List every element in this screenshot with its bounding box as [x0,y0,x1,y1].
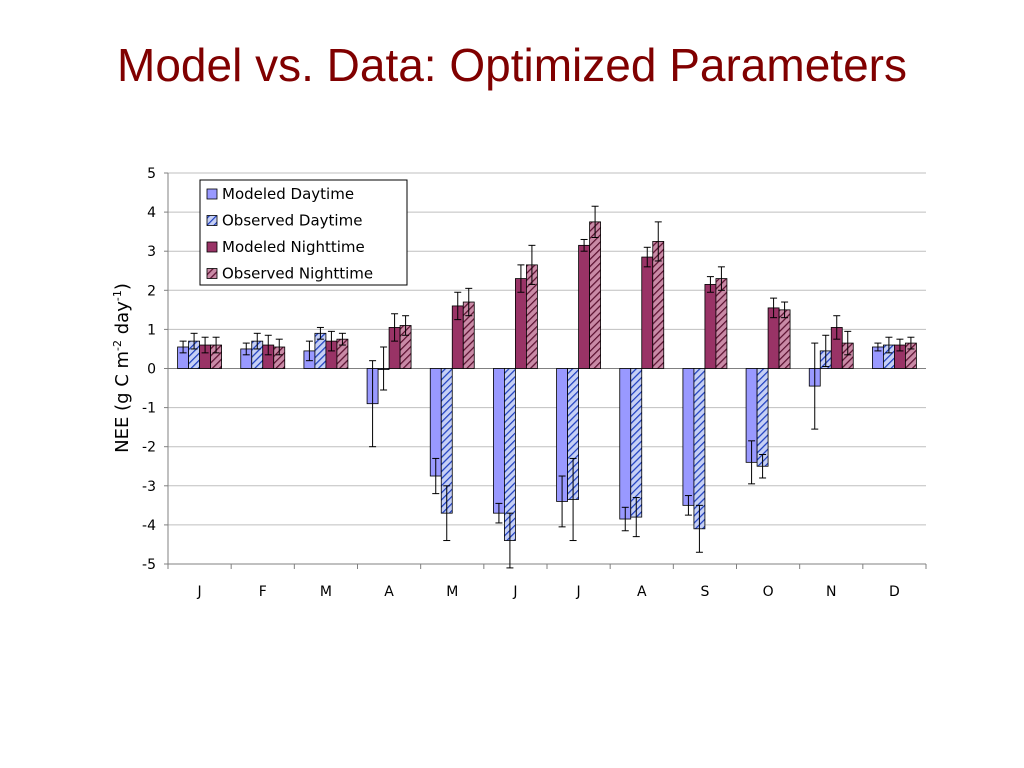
error-bars [179,205,915,569]
y-axis-title-text: ) [112,283,133,290]
x-tick-label: D [889,584,900,600]
bar-modeled-nighttime [641,256,654,369]
bars [177,221,917,541]
legend: Modeled Daytime Observed Daytime Modeled N… [199,179,408,286]
y-tick-label: 5 [147,166,156,182]
bar-observed-nighttime [715,278,728,369]
y-axis-title-superscript: -2 [111,340,124,351]
y-tick-label: -5 [142,557,156,573]
bar-observed-daytime [630,368,643,518]
legend-swatch-observed-nighttime [206,268,218,279]
x-tick-label: M [446,584,458,600]
legend-label-observed-nighttime: Observed Nighttime [222,265,373,283]
tick-labels: 5 4 3 2 1 0 -1 -2 -3 -4 -5 J F M A M J J A S O N D [142,166,900,600]
x-tick-label: A [637,584,647,600]
bar-modeled-daytime [619,368,632,520]
y-axis-title-text: NEE (g C m [112,351,133,453]
y-axis-title-superscript: -1 [111,290,124,301]
x-tick-label: S [700,584,709,600]
legend-box [199,179,408,286]
legend-label-modeled-daytime: Modeled Daytime [222,185,354,203]
axes [164,172,927,569]
legend-label-modeled-nighttime: Modeled Nighttime [222,238,365,256]
y-tick-label: 3 [147,244,156,260]
x-tick-label: F [259,584,267,600]
bar-observed-daytime [756,368,769,467]
y-tick-label: -4 [142,518,156,534]
x-tick-label: A [384,584,394,600]
x-tick-label: N [826,584,836,600]
legend-swatch-modeled-daytime [206,188,218,200]
x-tick-label: J [576,584,581,600]
bar-modeled-nighttime [578,244,590,369]
legend-swatch-modeled-nighttime [206,241,218,253]
bar-observed-nighttime [589,221,601,369]
y-tick-label: 1 [147,322,156,338]
y-tick-label: -3 [142,479,156,495]
y-axis-title-text: day [112,301,133,340]
bar-modeled-daytime [493,368,505,514]
x-tick-label: M [320,584,332,600]
y-axis-title: NEE (g C m-2 day-1) [111,283,133,453]
y-tick-label: 0 [147,362,156,378]
slide-title: Model vs. Data: Optimized Parameters [117,39,907,91]
legend-label-observed-daytime: Observed Daytime [222,212,362,230]
x-tick-label: J [197,584,202,600]
y-tick-label: 4 [147,205,156,221]
bar-observed-daytime [693,368,706,530]
x-tick-label: J [512,584,517,600]
y-tick-label: -1 [142,401,156,417]
x-tick-label: O [763,584,774,600]
y-tick-label: -2 [142,440,156,456]
bar-observed-nighttime [778,309,791,369]
bar-modeled-daytime [682,368,695,506]
y-tick-label: 2 [147,283,156,299]
bar-modeled-nighttime [704,284,717,369]
legend-swatch-observed-daytime [206,215,218,226]
